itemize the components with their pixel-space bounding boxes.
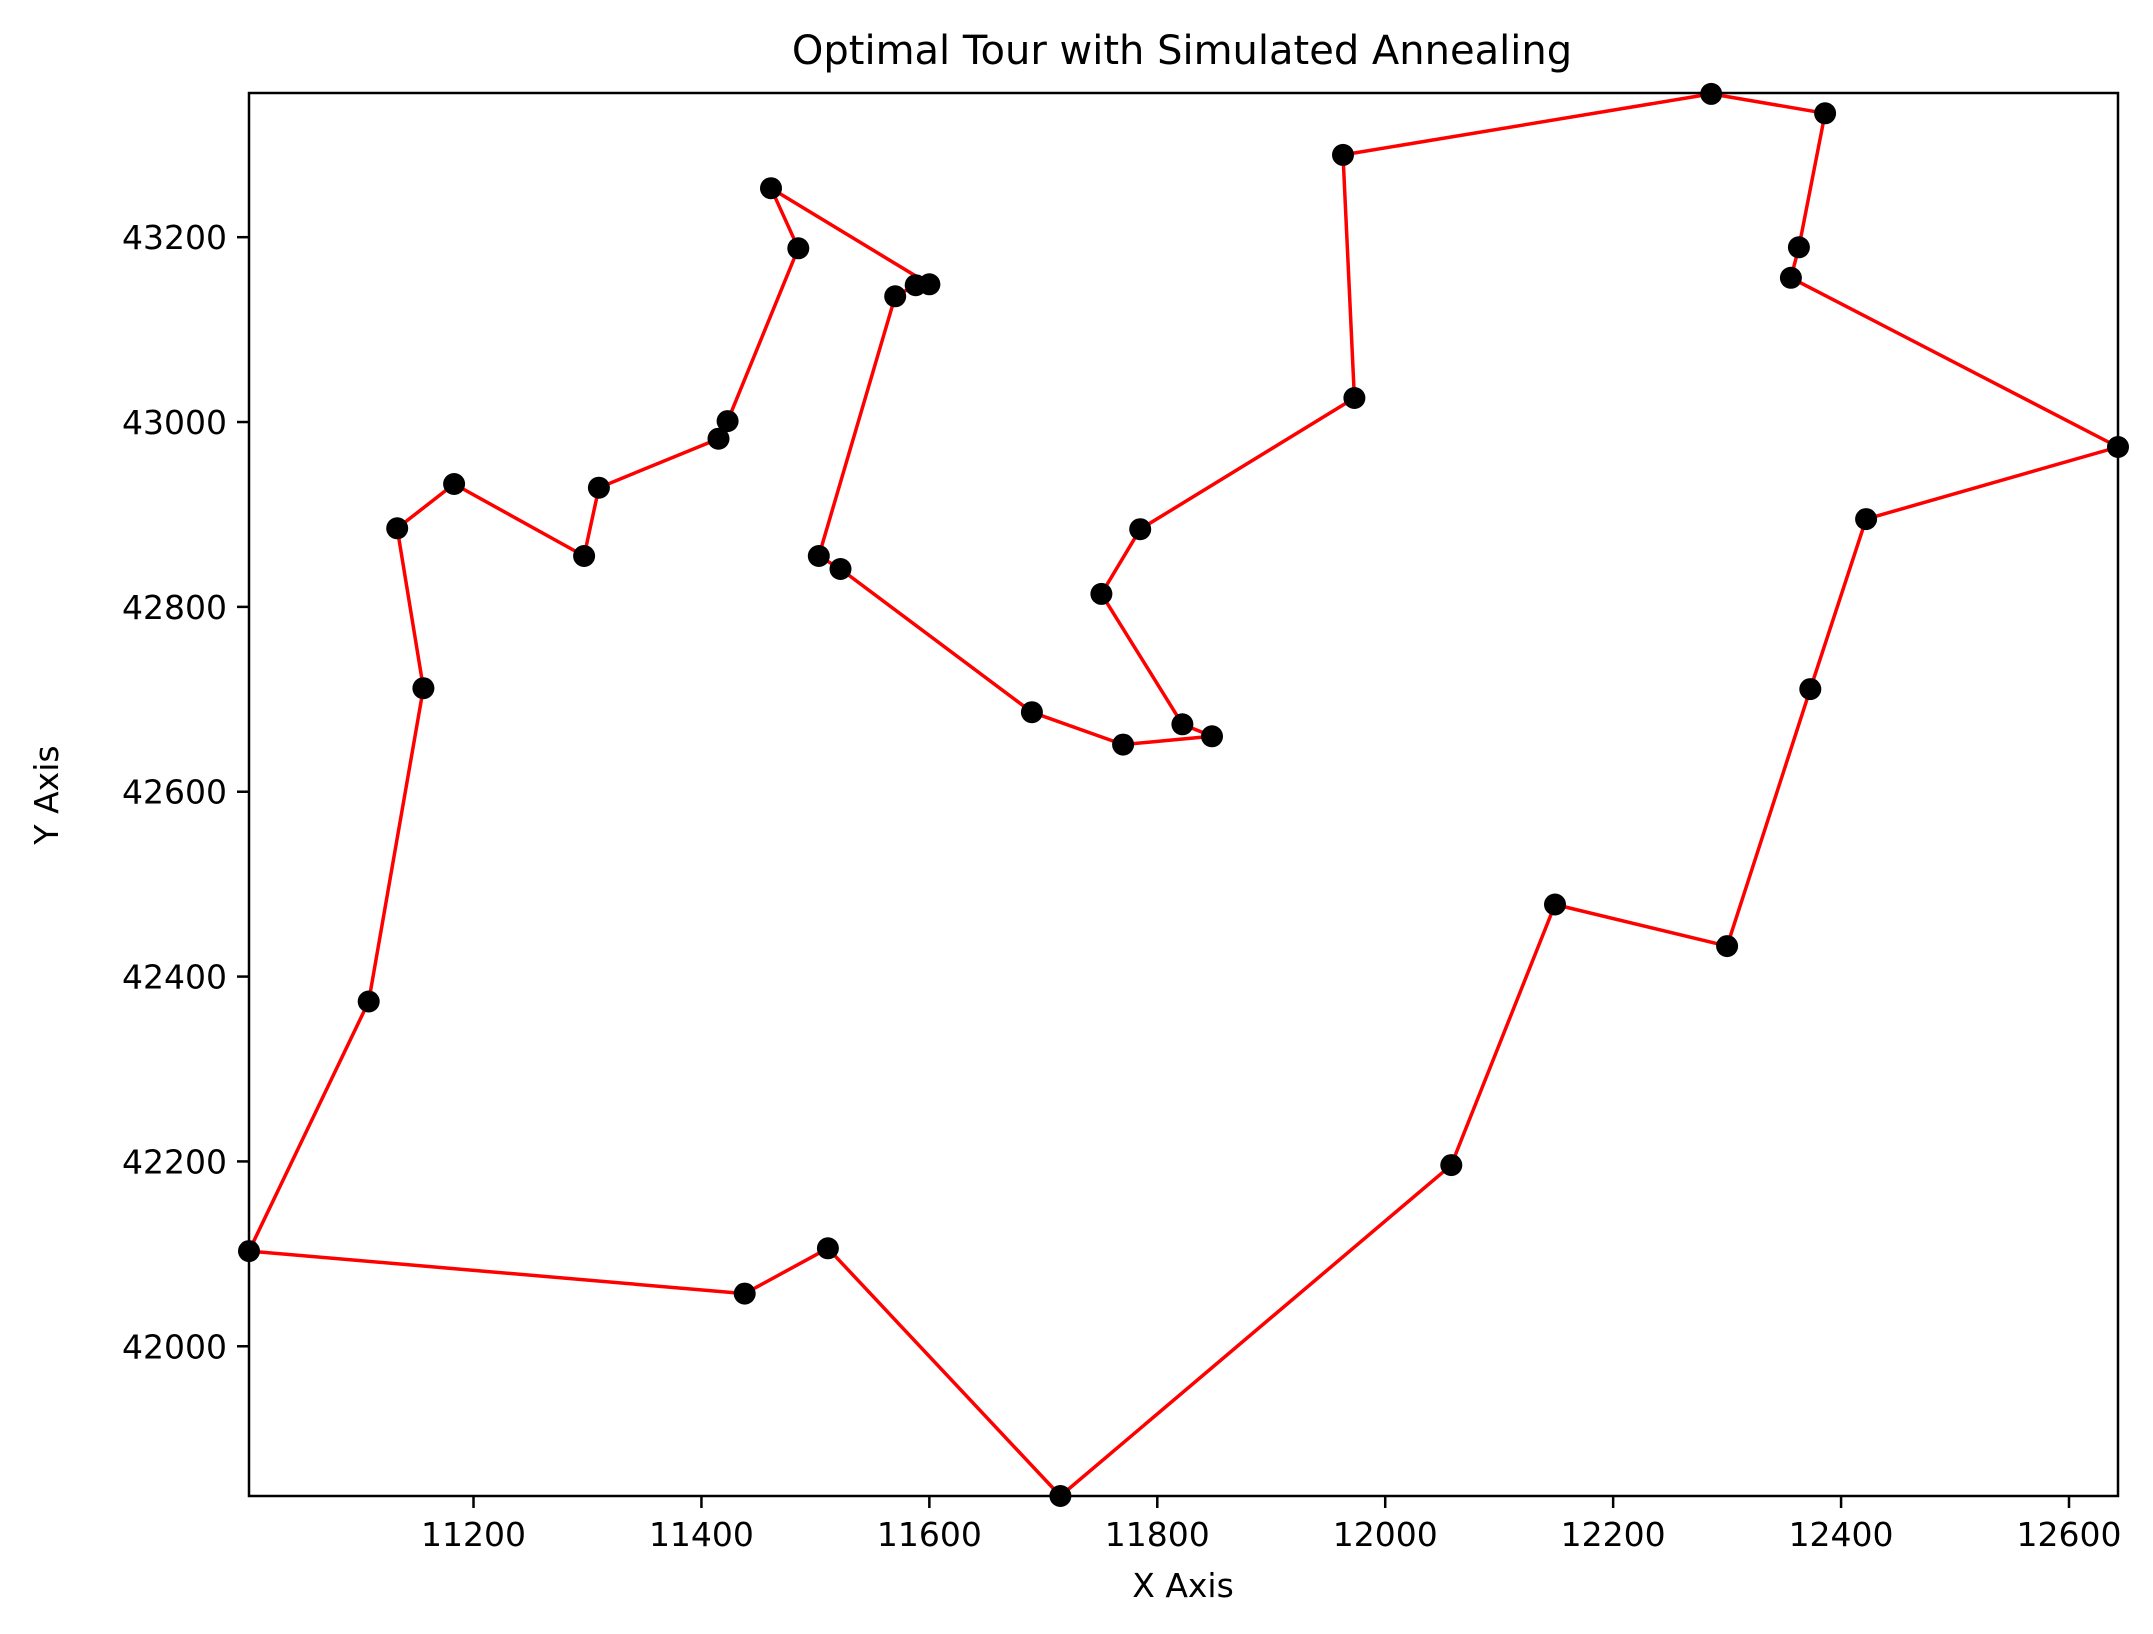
- city-point: [587, 476, 610, 499]
- city-point: [1090, 582, 1113, 605]
- city-point: [733, 1282, 756, 1305]
- x-tick-label: 12200: [1561, 1515, 1666, 1554]
- x-axis-label: X Axis: [1132, 1566, 1234, 1605]
- city-point: [904, 274, 927, 297]
- city-point: [787, 237, 810, 260]
- city-point: [1171, 713, 1194, 736]
- city-point: [357, 990, 380, 1013]
- city-point: [1343, 387, 1366, 409]
- y-tick-label: 42600: [122, 773, 227, 812]
- y-tick-label: 42800: [122, 588, 227, 627]
- city-point: [1020, 701, 1043, 724]
- plot-frame: [247, 91, 2120, 1498]
- series-layer: [238, 82, 2129, 1507]
- x-tick-label: 12600: [2017, 1515, 2122, 1554]
- city-point: [412, 677, 435, 700]
- city-point: [1814, 102, 1837, 125]
- city-point: [716, 410, 739, 433]
- city-point: [1779, 266, 1802, 289]
- city-point: [816, 1237, 839, 1260]
- city-point: [1201, 725, 1223, 748]
- city-point: [1112, 733, 1135, 756]
- tour-line: [247, 92, 2120, 1498]
- city-point: [1855, 508, 1878, 531]
- y-tick-label: 42400: [122, 958, 227, 997]
- city-point: [1440, 1154, 1463, 1177]
- city-point: [707, 427, 730, 450]
- city-point: [884, 285, 907, 308]
- x-tick-label: 11800: [1105, 1515, 1210, 1554]
- city-point: [443, 473, 466, 495]
- chart-title: Optimal Tour with Simulated Annealing: [792, 28, 1572, 74]
- city-point: [1544, 893, 1566, 916]
- x-tick-label: 12400: [1789, 1515, 1894, 1554]
- city-point: [1787, 236, 1810, 259]
- x-tick-label: 11600: [877, 1515, 982, 1554]
- city-point: [1716, 935, 1739, 958]
- y-axis-label: Y Axis: [27, 745, 66, 845]
- ticks-layer: 11200 11400 11600 11800 12000 12200 12400 12600…: [122, 218, 2121, 1554]
- x-tick-label: 11400: [649, 1515, 754, 1554]
- city-point: [1799, 678, 1822, 701]
- x-tick-label: 11200: [421, 1515, 526, 1554]
- city-point: [829, 558, 852, 580]
- city-point: [760, 177, 782, 200]
- x-tick-label: 12000: [1333, 1515, 1438, 1554]
- y-tick-label: 43000: [122, 403, 227, 442]
- y-tick-label: 42200: [122, 1142, 227, 1181]
- y-tick-label: 43200: [122, 218, 227, 257]
- city-point: [1129, 518, 1152, 541]
- city-point: [807, 545, 830, 567]
- y-tick-label: 42000: [122, 1327, 227, 1366]
- city-point: [1332, 143, 1354, 166]
- city-point: [386, 517, 409, 540]
- city-point: [573, 545, 596, 567]
